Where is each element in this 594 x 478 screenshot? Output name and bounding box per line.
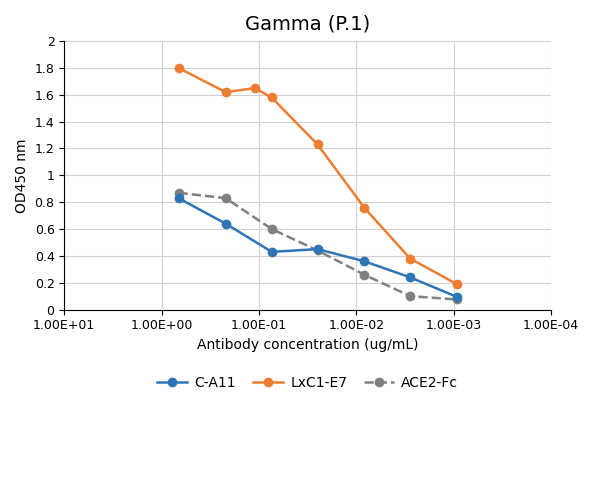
LxC1-E7 (406, 256, 413, 261)
C-A11 (314, 246, 321, 252)
C-A11 (175, 196, 182, 201)
C-A11 (361, 258, 368, 264)
LxC1-E7 (222, 89, 229, 95)
ACE2-Fc (222, 196, 229, 201)
Line: ACE2-Fc: ACE2-Fc (175, 189, 461, 304)
C-A11 (453, 294, 460, 300)
LxC1-E7 (453, 281, 460, 287)
Legend: C-A11, LxC1-E7, ACE2-Fc: C-A11, LxC1-E7, ACE2-Fc (151, 370, 464, 395)
LxC1-E7 (361, 205, 368, 210)
ACE2-Fc (175, 190, 182, 196)
Line: LxC1-E7: LxC1-E7 (175, 64, 461, 288)
ACE2-Fc (361, 272, 368, 278)
ACE2-Fc (314, 248, 321, 253)
X-axis label: Antibody concentration (ug/mL): Antibody concentration (ug/mL) (197, 338, 418, 352)
LxC1-E7 (314, 141, 321, 147)
C-A11 (406, 274, 413, 280)
Y-axis label: OD450 nm: OD450 nm (15, 138, 29, 213)
Title: Gamma (P.1): Gamma (P.1) (245, 15, 370, 34)
LxC1-E7 (175, 65, 182, 71)
ACE2-Fc (453, 296, 460, 302)
C-A11 (222, 221, 229, 227)
Line: C-A11: C-A11 (175, 194, 461, 301)
LxC1-E7 (251, 85, 258, 91)
LxC1-E7 (268, 95, 275, 100)
ACE2-Fc (406, 293, 413, 299)
C-A11 (268, 249, 275, 255)
ACE2-Fc (268, 226, 275, 232)
